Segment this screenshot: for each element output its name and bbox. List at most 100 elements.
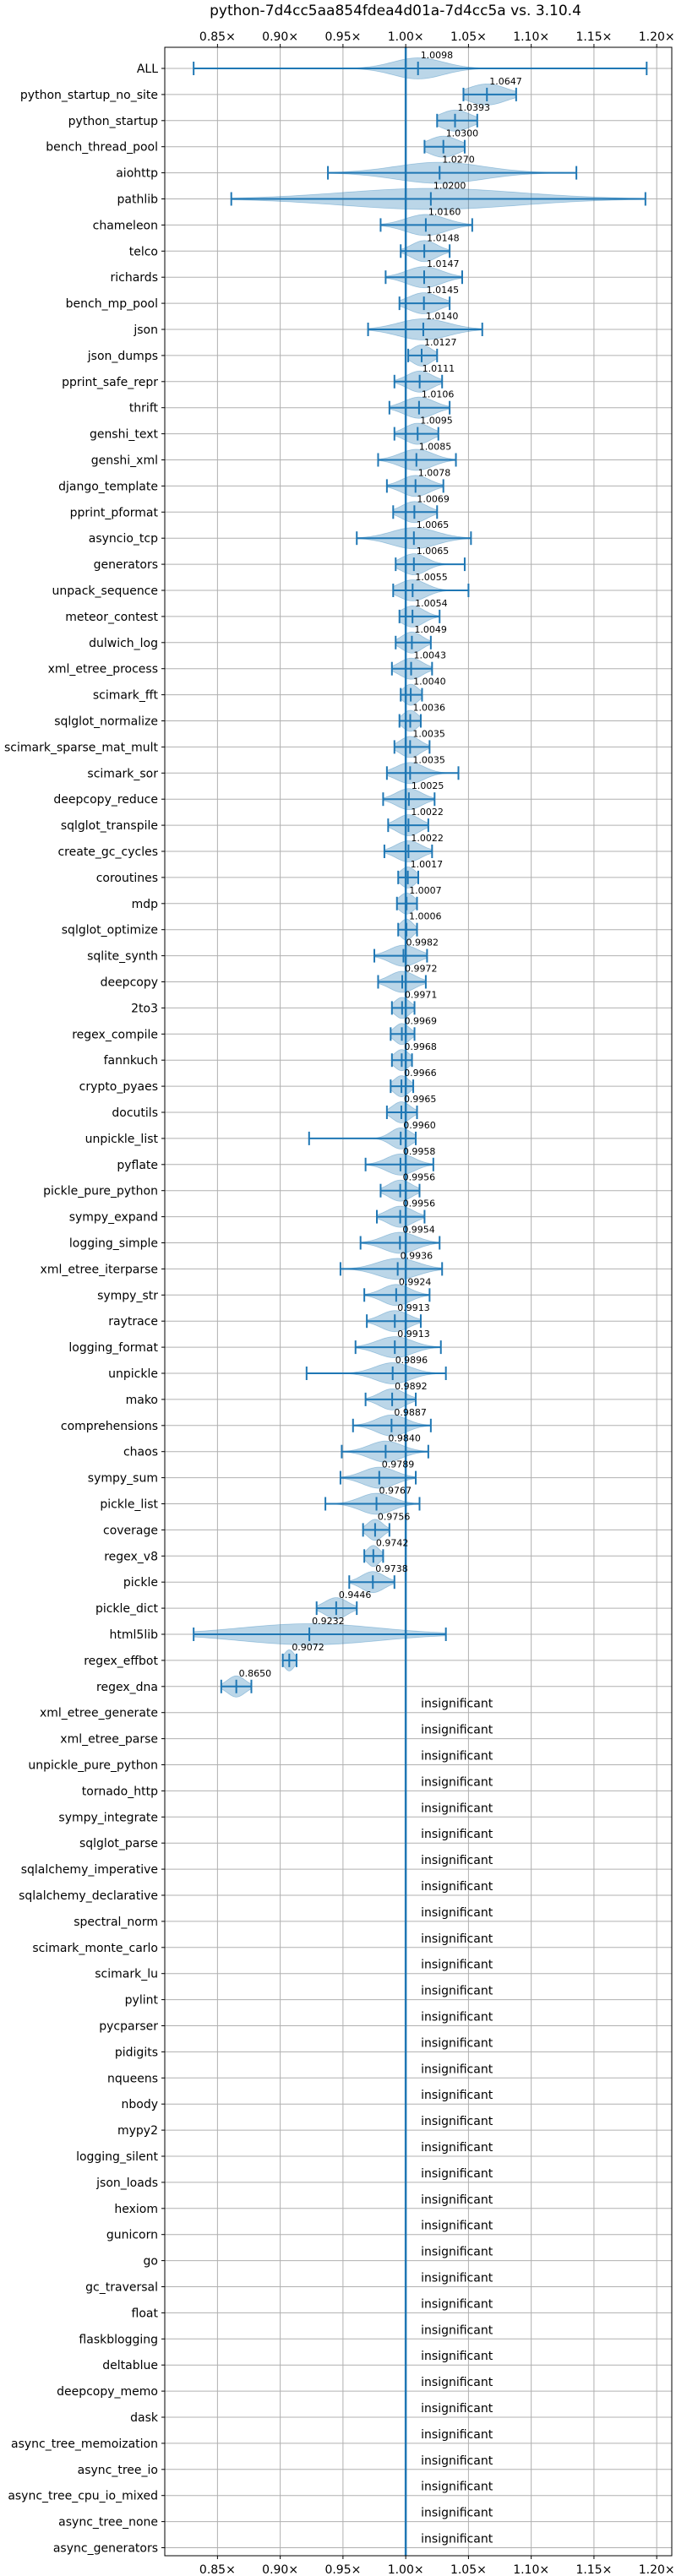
category-label-python-startup-no-site-b: python_startup_no_site xyxy=(20,89,158,102)
category-label-json-loads-b: json_loads xyxy=(95,2177,158,2190)
violin-pathlib xyxy=(230,187,646,210)
category-label-scimark-lu-b: scimark_lu xyxy=(95,1968,158,1981)
insignificant-label-async-tree-memoization-d: insignificant xyxy=(421,2428,493,2442)
violin-logging-format xyxy=(354,1336,442,1359)
category-label-logging-silent: logging_silent xyxy=(76,2150,158,2164)
data-label-scimark-sparse-mat-mult-c: 1.0035 xyxy=(412,728,445,739)
data-label-aiohttp: 1.0270 xyxy=(442,155,475,166)
category-label-genshi-text-c: genshi_text xyxy=(90,428,159,442)
violin-fannkuch xyxy=(390,1049,413,1072)
x-tick-label-bottom-6: 1.15× xyxy=(575,2563,612,2576)
insignificant-label-gc-traversal-b: insignificant xyxy=(421,2272,493,2285)
category-label-hexiom-c: hexiom xyxy=(114,2203,158,2216)
data-label-telco-d: 1.0148 xyxy=(427,232,460,243)
data-label-comprehensions: 0.9887 xyxy=(394,1407,427,1418)
violin-python-startup-no-site xyxy=(462,83,517,106)
category-label-async-generators-d: async_generators xyxy=(53,2542,158,2556)
insignificant-label-sqlalchemy-imperative-b: insignificant xyxy=(421,1854,493,1867)
violin-regex-v8 xyxy=(363,1545,384,1568)
insignificant-label-flaskblogging-d: insignificant xyxy=(421,2323,493,2337)
category-label-thrift-b: thrift xyxy=(129,402,159,416)
insignificant-label-json-loads-b: insignificant xyxy=(421,2167,493,2181)
violin-docutils xyxy=(385,1101,418,1123)
violin-create-gc-cycles xyxy=(383,840,433,862)
category-label-json-c: json xyxy=(133,323,158,337)
insignificant-label-mypy2-d: insignificant xyxy=(421,2115,493,2128)
insignificant-label-hexiom-c: insignificant xyxy=(421,2193,493,2207)
violin-sympy-sum xyxy=(339,1466,417,1489)
category-label-pprint-pformat-b: pprint_pformat xyxy=(70,506,159,519)
category-label-regex-v8-b: regex_v8 xyxy=(104,1550,158,1563)
data-label-sqlglot-transpile-b: 1.0022 xyxy=(411,807,444,818)
violin-richards xyxy=(384,266,463,289)
data-label-sqlite-synth-c: 0.9982 xyxy=(406,937,438,948)
x-ticks-top: 0.85× 0.90× 0.95× 1.00× 1.05× 1.10× 1.15× 1.20× xyxy=(199,30,675,47)
violin-sympy-str xyxy=(363,1284,431,1307)
category-label-pycparser-d: pycparser xyxy=(99,2020,158,2034)
violin-sqlglot-optimize xyxy=(397,918,418,941)
data-label-unpickle-list-b: 0.9960 xyxy=(403,1120,435,1131)
category-label-flaskblogging-d: flaskblogging xyxy=(79,2333,158,2346)
data-label-json-c: 1.0140 xyxy=(426,311,458,322)
data-label-coroutines-d: 1.0017 xyxy=(411,859,444,870)
violin-regex-dna xyxy=(220,1675,253,1698)
violin-chaos xyxy=(341,1440,429,1463)
violin-xml-etree-process xyxy=(390,657,433,680)
chart-title: python-7d4cc5aa854fdea4d01a-7d4cc5a vs. … xyxy=(210,3,581,19)
x-tick-label-bottom-1: 0.90× xyxy=(262,2563,298,2576)
category-label-crypto-pyaes-d: crypto_pyaes xyxy=(79,1080,158,1094)
insignificant-label-spectral-norm-d: insignificant xyxy=(421,1906,493,1920)
category-label-nbody-c: nbody xyxy=(122,2098,159,2111)
data-label-unpack-sequence: 1.0055 xyxy=(415,572,448,583)
category-label-docutils: docutils xyxy=(112,1106,158,1120)
data-label-logging-simple-b: 0.9954 xyxy=(402,1225,435,1236)
violin-comprehensions xyxy=(352,1414,432,1437)
category-label-async-tree-cpu-io-mixed-b: async_tree_cpu_io_mixed xyxy=(8,2490,158,2503)
data-label-json-dumps-d: 1.0127 xyxy=(424,337,457,348)
category-label-telco-d: telco xyxy=(129,245,158,258)
category-label-pprint-safe-repr: pprint_safe_repr xyxy=(62,376,158,389)
data-label-coverage: 0.9756 xyxy=(378,1511,411,1522)
data-label-mako-d: 0.9892 xyxy=(395,1381,428,1392)
category-label-bench-thread-pool-d: bench_thread_pool xyxy=(46,141,158,155)
data-label-sympy-str-d: 0.9924 xyxy=(399,1276,432,1287)
data-label-regex-dna-c: 0.8650 xyxy=(239,1668,272,1679)
category-label-logging-format-b: logging_format xyxy=(68,1341,158,1355)
x-tick-label-bottom-0: 0.85× xyxy=(199,2563,236,2576)
insignificant-label-sympy-integrate-d: insignificant xyxy=(421,1802,493,1815)
category-label-pyflate-c: pyflate xyxy=(117,1159,158,1172)
data-label-docutils: 0.9965 xyxy=(404,1094,437,1105)
insignificant-label-scimark-lu-b: insignificant xyxy=(421,1959,493,1972)
category-label-deepcopy-reduce: deepcopy_reduce xyxy=(53,793,158,807)
x-tick-label-bottom-5: 1.10× xyxy=(513,2563,549,2576)
violin-pyflate xyxy=(364,1153,434,1176)
violin-sympy-expand xyxy=(375,1205,426,1228)
insignificant-label-async-tree-none-c: insignificant xyxy=(421,2507,493,2520)
insignificant-label-gunicorn-d: insignificant xyxy=(421,2220,493,2233)
x-tick-label-top-0: 0.85× xyxy=(199,30,236,44)
violin-pickle-dict xyxy=(315,1597,358,1620)
x-tick-label-top-3: 1.00× xyxy=(388,30,424,44)
category-label-async-tree-none-c: async_tree_none xyxy=(58,2516,158,2530)
insignificant-label-sqlglot-parse: insignificant xyxy=(421,1828,493,1841)
x-tick-label-bottom-3: 1.00× xyxy=(388,2563,424,2576)
category-label-chaos-b: chaos xyxy=(123,1446,158,1459)
category-label-tornado-http-c: tornado_http xyxy=(82,1785,158,1798)
violin-chameleon xyxy=(379,214,473,236)
category-label-fannkuch-c: fannkuch xyxy=(104,1054,158,1068)
x-tick-label-top-5: 1.10× xyxy=(513,30,549,44)
data-label-thrift-b: 1.0106 xyxy=(422,389,455,400)
data-label-pickle-c: 0.9738 xyxy=(375,1563,408,1574)
violin-scimark-sor xyxy=(385,762,460,785)
category-label-pickle-pure-python-d: pickle_pure_python xyxy=(43,1185,158,1198)
category-label-regex-compile-b: regex_compile xyxy=(72,1028,158,1041)
insignificant-label-pylint-c: insignificant xyxy=(421,1985,493,1998)
insignificant-label-xml-etree-generate-d: insignificant xyxy=(421,1698,493,1711)
category-label-generators-d: generators xyxy=(94,558,158,572)
category-label-deltablue: deltablue xyxy=(102,2359,158,2372)
category-label-xml-etree-process-d: xml_etree_process xyxy=(48,663,158,677)
category-label-pathlib-b: pathlib xyxy=(117,193,159,207)
violin-json xyxy=(367,318,483,340)
data-label-regex-effbot-b: 0.9072 xyxy=(292,1642,324,1653)
data-label-pathlib-b: 1.0200 xyxy=(433,181,466,192)
